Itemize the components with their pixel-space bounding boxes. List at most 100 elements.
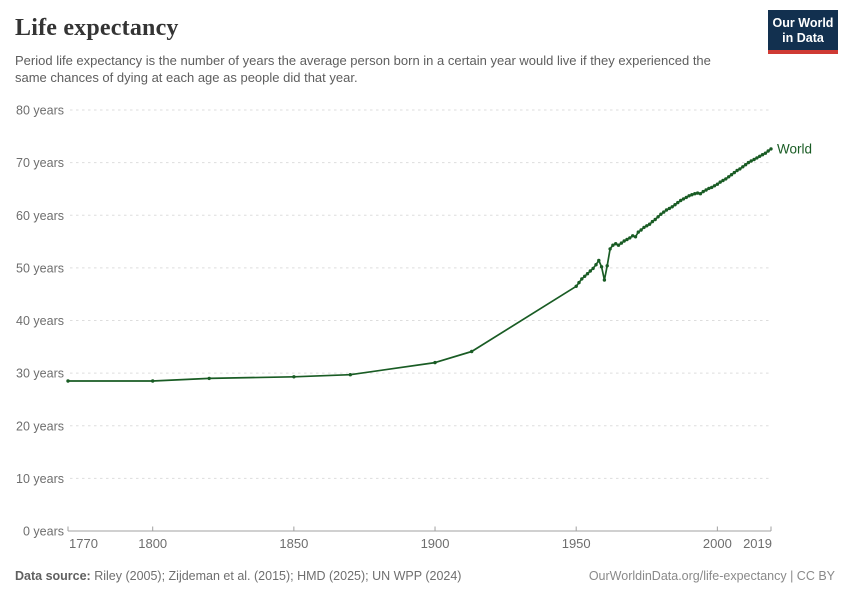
data-point [66, 379, 70, 383]
page-title: Life expectancy [15, 15, 179, 41]
data-point [645, 224, 649, 228]
y-axis-tick-label: 10 years [16, 472, 64, 486]
data-point [616, 243, 621, 247]
data-point [693, 192, 697, 196]
data-point [763, 151, 768, 155]
data-point [749, 159, 753, 163]
data-point [684, 195, 688, 200]
data-point [695, 191, 700, 195]
data-point [752, 157, 756, 162]
data-point [701, 189, 705, 194]
data-point [625, 237, 629, 242]
x-axis-tick-label: 1850 [279, 536, 308, 551]
data-point [735, 168, 739, 173]
y-axis-tick-label: 30 years [16, 367, 64, 381]
y-axis-tick-label: 60 years [16, 209, 64, 223]
data-point [710, 185, 714, 190]
data-point [673, 203, 677, 207]
data-point [656, 215, 660, 219]
data-point [662, 210, 666, 214]
data-point [591, 266, 595, 271]
data-source-list: Riley (2005); Zijdeman et al. (2015); HM… [90, 569, 462, 583]
data-point [698, 192, 703, 196]
data-point [577, 280, 581, 285]
data-source-note: Data source: Riley (2005); Zijdeman et a… [15, 569, 461, 583]
data-point [724, 177, 728, 181]
data-point [207, 376, 211, 381]
data-point [659, 212, 663, 216]
data-point [636, 230, 640, 234]
y-axis-tick-label: 40 years [16, 314, 64, 328]
data-point [631, 234, 635, 238]
data-point [628, 236, 632, 240]
data-point [687, 194, 691, 198]
data-point [599, 265, 604, 269]
x-axis-tick-label: 2000 [703, 536, 732, 551]
data-point [470, 349, 474, 354]
data-point [746, 160, 751, 165]
footer-license-link[interactable]: OurWorldinData.org/life-expectancy | CC … [588, 569, 835, 583]
data-point [588, 269, 592, 273]
data-point [755, 156, 759, 160]
data-point [727, 175, 731, 179]
x-axis-tick-label: 1900 [421, 536, 450, 551]
data-point [743, 163, 748, 167]
data-point [639, 228, 643, 232]
y-axis-tick-label: 50 years [16, 261, 64, 275]
data-point [633, 235, 638, 239]
chart-footer: Data source: Riley (2005); Zijdeman et a… [15, 569, 835, 583]
data-point [602, 278, 607, 282]
y-axis-tick-label: 80 years [16, 104, 64, 118]
data-point [585, 272, 590, 276]
data-point [681, 197, 686, 201]
data-point [758, 154, 762, 158]
logo-line1: Our World [772, 16, 834, 30]
x-axis-tick-label: 1950 [562, 536, 591, 551]
data-point [679, 198, 683, 203]
data-point [653, 217, 657, 222]
data-point [718, 180, 722, 184]
data-source-label: Data source: [15, 569, 91, 583]
data-point [667, 206, 672, 211]
series-label-world: World [777, 141, 812, 156]
data-point [608, 247, 612, 251]
data-point [647, 222, 652, 226]
data-point [642, 225, 646, 230]
data-point [769, 147, 773, 151]
chart-subtitle: Period life expectancy is the number of … [15, 53, 711, 85]
data-point [690, 193, 694, 197]
data-point [715, 182, 720, 186]
y-axis-tick-label: 70 years [16, 156, 64, 170]
x-axis-tick-label: 2019 [743, 536, 772, 551]
data-point [712, 184, 717, 188]
owid-logo[interactable]: Our World in Data [768, 10, 838, 54]
y-axis-tick-label: 20 years [16, 419, 64, 433]
data-point [766, 149, 770, 153]
data-point [622, 239, 626, 243]
data-point [732, 170, 736, 175]
data-point [664, 208, 669, 212]
data-point [619, 241, 624, 245]
data-point [614, 242, 618, 246]
data-point [741, 165, 745, 169]
data-point [676, 200, 680, 205]
data-point [707, 186, 711, 191]
data-point [605, 264, 609, 268]
y-axis-tick-label: 0 years [23, 525, 64, 539]
data-point [594, 263, 598, 267]
data-point [721, 178, 725, 183]
data-point [729, 173, 734, 177]
logo-line2: in Data [782, 31, 824, 45]
data-point [738, 167, 742, 171]
x-axis-tick-label: 1770 [69, 536, 98, 551]
data-point [151, 379, 155, 383]
data-point [650, 219, 655, 224]
data-point [348, 373, 352, 377]
data-point [597, 258, 601, 263]
data-point [611, 243, 615, 247]
data-point [433, 360, 437, 365]
data-point [580, 277, 584, 281]
data-point [670, 205, 674, 209]
